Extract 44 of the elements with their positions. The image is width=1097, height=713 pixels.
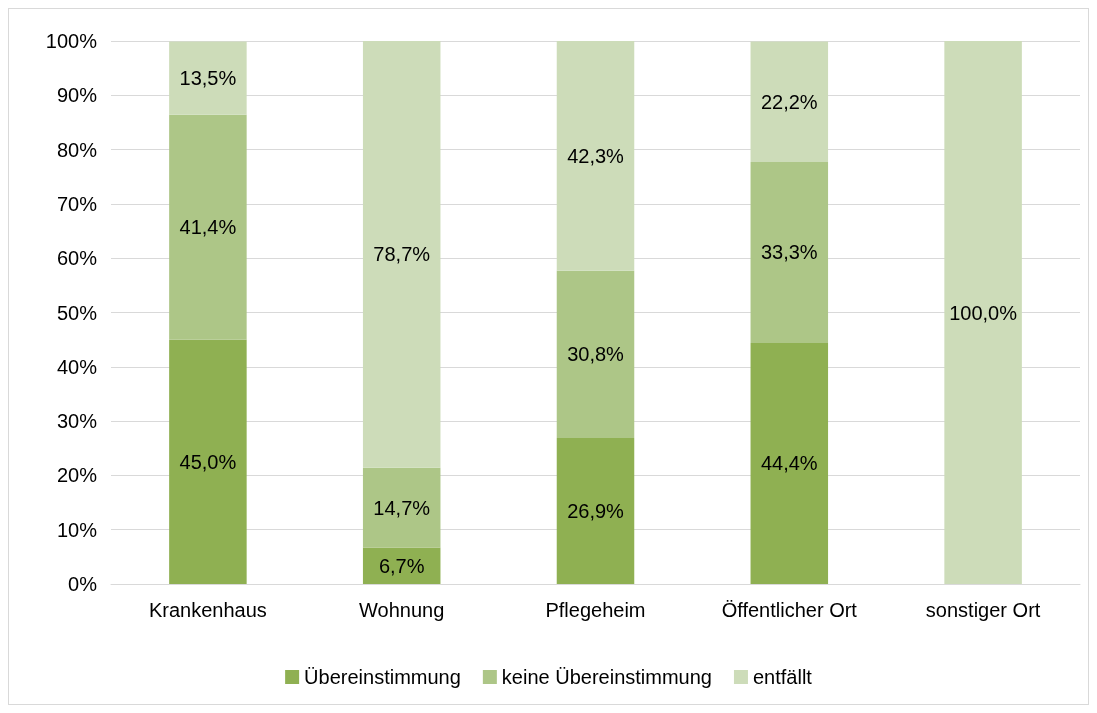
y-tick-label: 100% [45,30,98,52]
legend-label: Übereinstimmung [304,666,461,688]
y-tick-label: 40% [56,355,98,378]
data-label: 100,0% [949,301,1018,324]
bar [362,41,441,468]
data-label: 14,7% [373,496,431,519]
x-tick-label: Krankenhaus [148,599,267,621]
data-label: 41,4% [179,216,237,239]
x-tick-label: sonstiger Ort [925,599,1041,621]
bar [169,114,247,340]
y-tick-label: 70% [56,192,98,215]
bar [556,41,635,271]
x-tick-label: Wohnung [359,599,445,621]
data-label: 78,7% [373,243,431,266]
x-tick-label: Pflegeheim [545,599,646,621]
data-label: 45,0% [179,450,237,473]
y-tick-label: 10% [56,518,98,541]
bar [169,41,247,115]
bar [750,162,829,343]
legend-label: entfällt [752,666,813,688]
data-label: 44,4% [760,452,818,475]
data-label: 26,9% [567,499,625,522]
y-tick-label: 20% [56,464,98,487]
bar [944,41,1022,584]
y-tick-label: 0% [68,573,98,595]
legend-label: keine Übereinstimmung [501,666,712,688]
data-label: 30,8% [567,343,625,366]
data-label: 22,2% [760,90,818,113]
data-label: 13,5% [179,67,237,90]
y-tick-label: 50% [56,301,98,324]
y-tick-label: 60% [56,247,98,270]
data-label: 6,7% [378,554,425,577]
bar [750,41,829,163]
y-tick-label: 30% [56,410,98,433]
bar [362,467,441,548]
bar [556,437,635,584]
bar [556,270,635,438]
bar [750,342,829,584]
y-tick-label: 80% [56,138,98,161]
y-tick-label: 90% [56,84,98,107]
x-tick-label: Öffentlicher Ort [721,599,858,621]
data-label: 42,3% [567,144,625,167]
bar [169,339,247,584]
data-label: 33,3% [760,241,818,264]
